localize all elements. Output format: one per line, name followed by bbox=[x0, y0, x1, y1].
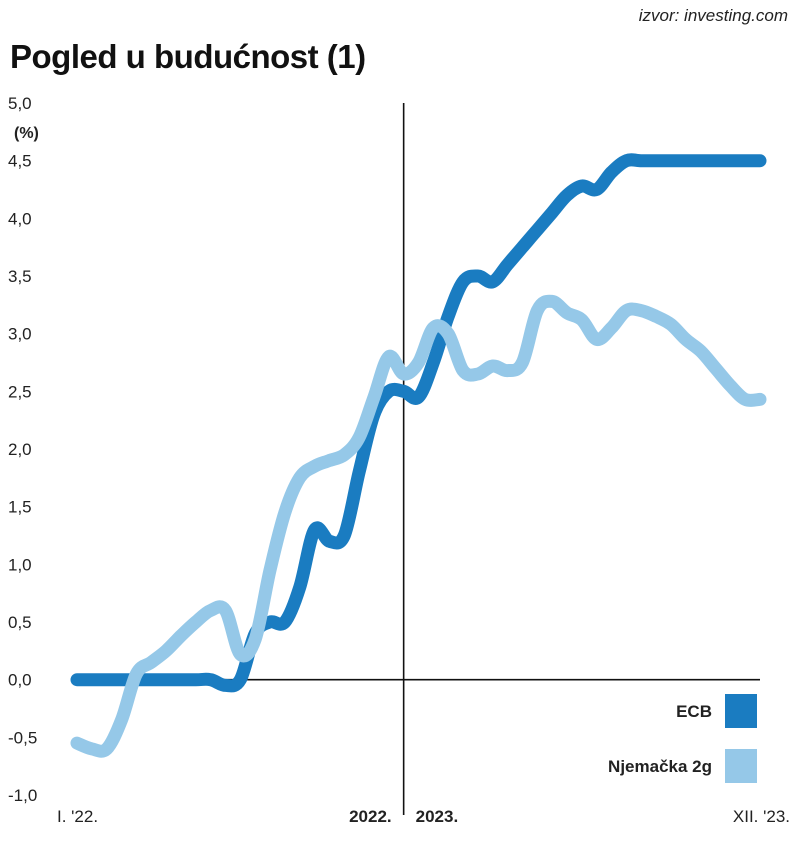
y-tick-label: 3,0 bbox=[8, 325, 32, 344]
chart-title: Pogled u budućnost (1) bbox=[10, 38, 366, 75]
y-tick-label: 0,5 bbox=[8, 613, 32, 632]
y-tick-label: 2,5 bbox=[8, 382, 32, 401]
y-tick-label: -1,0 bbox=[8, 786, 37, 805]
legend: ECB Njemačka 2g bbox=[608, 694, 757, 783]
y-tick-label: 4,0 bbox=[8, 209, 32, 228]
y-tick-label: 3,5 bbox=[8, 267, 32, 286]
y-tick-label: -0,5 bbox=[8, 728, 37, 747]
y-tick-label: 0,0 bbox=[8, 671, 32, 690]
series-line-germany bbox=[70, 294, 767, 758]
y-tick-label: 1,0 bbox=[8, 555, 32, 574]
y-tick-label: 4,5 bbox=[8, 152, 32, 171]
legend-swatch-ecb bbox=[725, 694, 757, 728]
x-tick-label: XII. '23. bbox=[733, 807, 790, 826]
legend-label-ecb: ECB bbox=[676, 702, 712, 721]
series-line-ecb bbox=[70, 153, 767, 693]
y-tick-label: 1,5 bbox=[8, 498, 32, 517]
legend-label-germany: Njemačka 2g bbox=[608, 757, 712, 776]
y-axis: -1,0 -0,5 0,0 0,5 1,0 1,5 2,0 2,5 3,0 3,5 4,0 4,5 5,… bbox=[8, 94, 39, 805]
x-tick-label: 2023. bbox=[416, 807, 459, 826]
x-tick-label: I. '22. bbox=[57, 807, 98, 826]
y-tick-label: 5,0 bbox=[8, 94, 32, 113]
source-note: izvor: investing.com bbox=[638, 6, 788, 25]
y-axis-unit: (%) bbox=[14, 125, 39, 142]
y-tick-label: 2,0 bbox=[8, 440, 32, 459]
series-layer bbox=[70, 153, 767, 758]
legend-swatch-germany bbox=[725, 749, 757, 783]
x-axis: I. '22. 2022. 2023. XII. '23. bbox=[57, 103, 790, 826]
x-tick-label: 2022. bbox=[349, 807, 392, 826]
